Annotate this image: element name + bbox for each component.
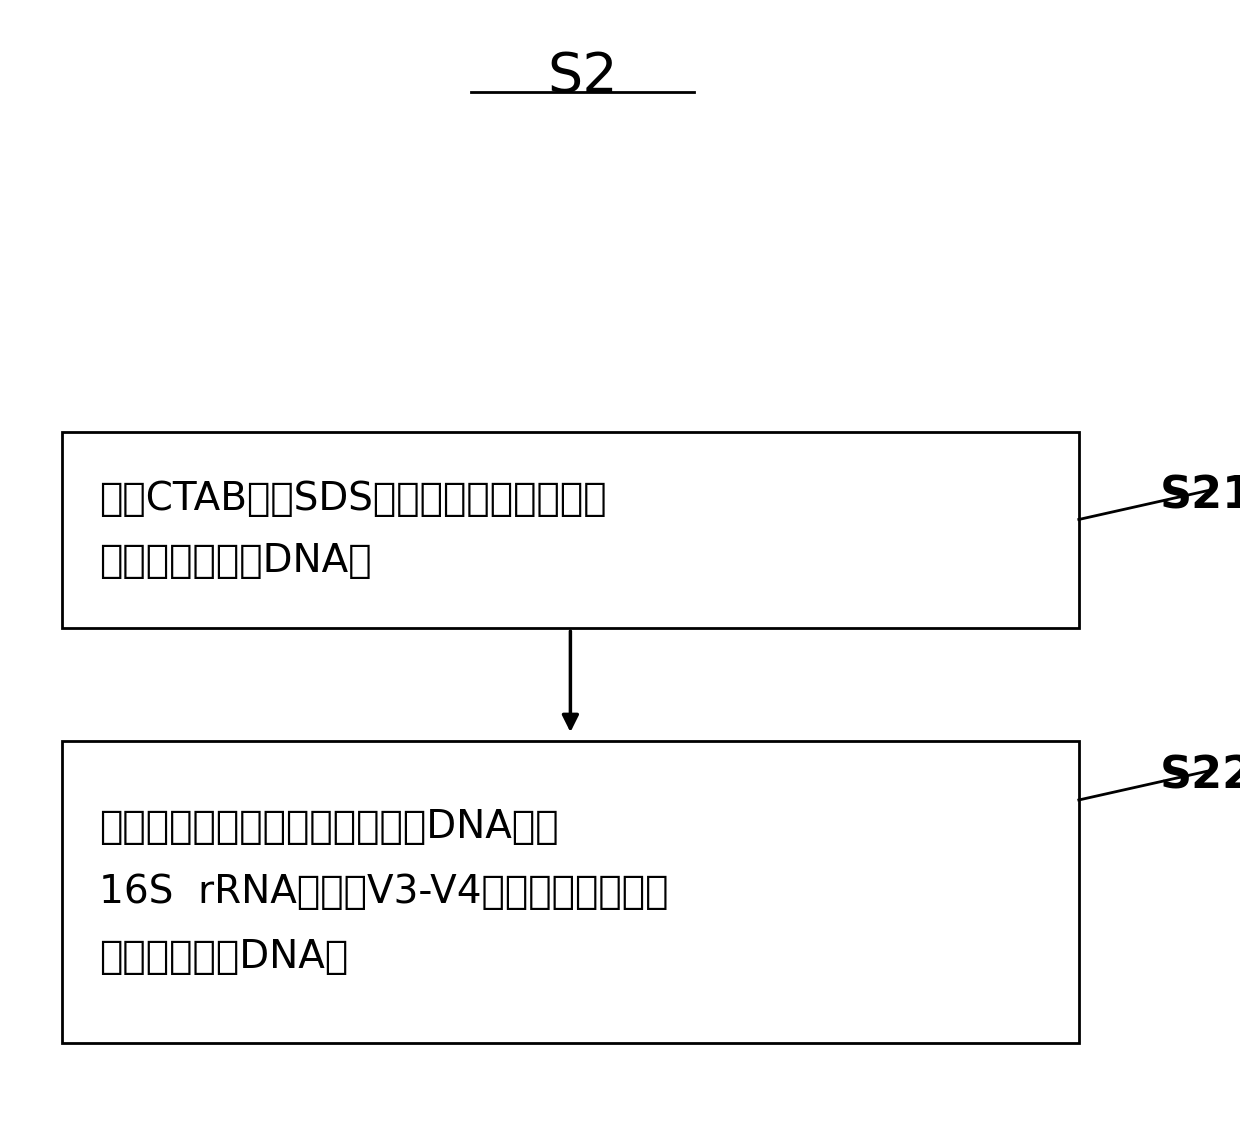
Text: S22: S22 (1159, 755, 1240, 798)
Bar (62, 741, 1079, 1043)
Bar (62, 432, 1079, 628)
Text: 利用引物对微生物菌群基因组总DNA中的: 利用引物对微生物菌群基因组总DNA中的 (99, 808, 559, 846)
Text: S21: S21 (1159, 475, 1240, 517)
Text: 利用CTAB法或SDS法提取粪便样本中微生: 利用CTAB法或SDS法提取粪便样本中微生 (99, 480, 606, 518)
Text: 物菌群基因组总DNA；: 物菌群基因组总DNA； (99, 542, 372, 580)
Text: 到扩增后的总DNA。: 到扩增后的总DNA。 (99, 938, 348, 976)
Text: S2: S2 (548, 50, 618, 104)
Text: 16S  rRNA基因的V3-V4区片段进行扩增得: 16S rRNA基因的V3-V4区片段进行扩增得 (99, 873, 668, 911)
